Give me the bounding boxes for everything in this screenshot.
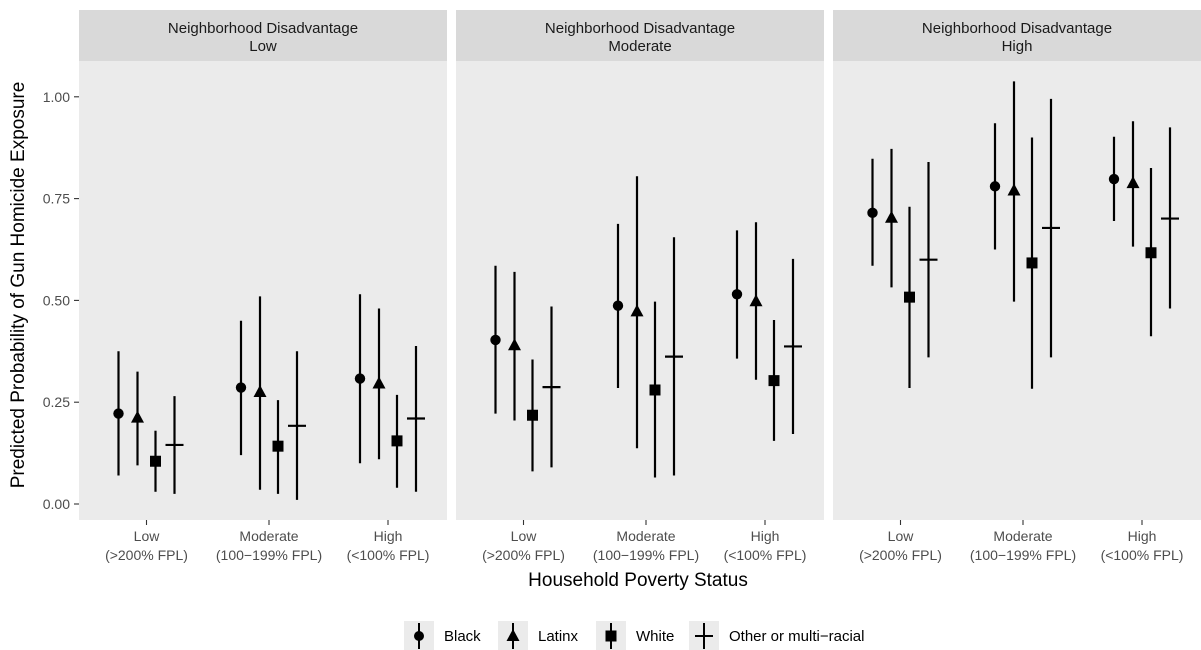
strip-background [456, 10, 824, 61]
point-latinx [131, 410, 144, 423]
point-white [527, 409, 538, 421]
y-tick-label: 0.50 [43, 292, 70, 308]
point-black [867, 207, 878, 219]
x-tick-label-line1: High [374, 528, 403, 544]
y-axis-title: Predicted Probability of Gun Homicide Ex… [8, 82, 29, 489]
x-tick-label-line1: Low [888, 528, 915, 544]
x-tick-label-line1: High [751, 528, 780, 544]
legend-triangle-icon [506, 629, 520, 641]
x-tick-label-line2: (100−199% FPL) [593, 547, 699, 563]
point-black [113, 408, 124, 419]
point-white [904, 291, 915, 303]
y-axis: 0.00 0.25 0.50 0.75 1.00 [43, 89, 79, 512]
point-white [150, 455, 161, 467]
point-white [391, 435, 403, 447]
strip-background [833, 10, 1201, 61]
point-latinx [372, 376, 386, 389]
x-tick-label-line2: (>200% FPL) [859, 547, 942, 563]
legend-item-4: Other or multi−racial [689, 621, 864, 650]
legend-item-1: Black [404, 621, 481, 650]
panel-background [456, 61, 824, 520]
point-latinx [253, 385, 267, 398]
x-tick-label-line1: Moderate [993, 528, 1052, 544]
point-latinx [1007, 183, 1021, 196]
legend-circle-icon [414, 631, 424, 641]
legend-label: Other or multi−racial [729, 628, 864, 645]
panel-background [79, 61, 447, 520]
legend-label: White [636, 628, 674, 645]
legend-label: Black [444, 628, 481, 645]
point-white [649, 384, 661, 396]
strip-title-line2: High [1002, 38, 1033, 55]
x-tick-label-line1: High [1128, 528, 1157, 544]
y-tick-label: 0.00 [43, 496, 70, 512]
x-tick-label-line2: (>200% FPL) [482, 547, 565, 563]
y-axis-ticks: 0.00 0.25 0.50 0.75 1.00 [43, 89, 79, 512]
x-tick-label-line2: (<100% FPL) [724, 547, 807, 563]
x-tick-label-line1: Moderate [616, 528, 675, 544]
strip-background [79, 10, 447, 61]
legend-label: Latinx [538, 628, 579, 645]
point-latinx [508, 338, 521, 351]
legend-square-icon [605, 630, 617, 642]
facet-panel-moderate: Neighborhood DisadvantageModerateLow(>20… [456, 10, 824, 563]
panel-background [833, 61, 1201, 520]
point-white [1026, 257, 1038, 269]
y-tick-label: 1.00 [43, 89, 70, 105]
strip-title-line2: Moderate [608, 38, 671, 55]
strip-title-line2: Low [249, 38, 277, 55]
point-white [1145, 247, 1157, 259]
point-latinx [1126, 176, 1140, 189]
point-white [768, 375, 780, 387]
point-black [235, 382, 247, 393]
x-tick-label-line2: (>200% FPL) [105, 547, 188, 563]
y-tick-label: 0.25 [43, 394, 70, 410]
point-black [612, 300, 624, 311]
x-tick-label-line2: (<100% FPL) [347, 547, 430, 563]
strip-title-line1: Neighborhood Disadvantage [922, 20, 1112, 37]
x-tick-label-line2: (<100% FPL) [1101, 547, 1184, 563]
strip-title-line1: Neighborhood Disadvantage [168, 20, 358, 37]
point-latinx [630, 304, 644, 317]
strip-title-line1: Neighborhood Disadvantage [545, 20, 735, 37]
x-tick-label-line1: Low [134, 528, 161, 544]
point-black [354, 373, 366, 384]
legend: Black Latinx White Other or multi−racial [404, 621, 864, 650]
x-tick-label-line2: (100−199% FPL) [216, 547, 322, 563]
point-black [989, 181, 1001, 192]
x-axis-title: Household Poverty Status [528, 570, 748, 591]
point-white [272, 440, 284, 452]
legend-item-2: Latinx [498, 621, 579, 650]
point-latinx [749, 294, 763, 307]
point-black [731, 289, 743, 300]
point-black [490, 334, 501, 346]
legend-item-3: White [596, 621, 674, 650]
point-latinx [885, 210, 898, 223]
x-tick-label-line1: Low [511, 528, 538, 544]
point-black [1108, 173, 1120, 185]
y-tick-label: 0.75 [43, 191, 70, 207]
x-tick-label-line1: Moderate [239, 528, 298, 544]
x-tick-label-line2: (100−199% FPL) [970, 547, 1076, 563]
